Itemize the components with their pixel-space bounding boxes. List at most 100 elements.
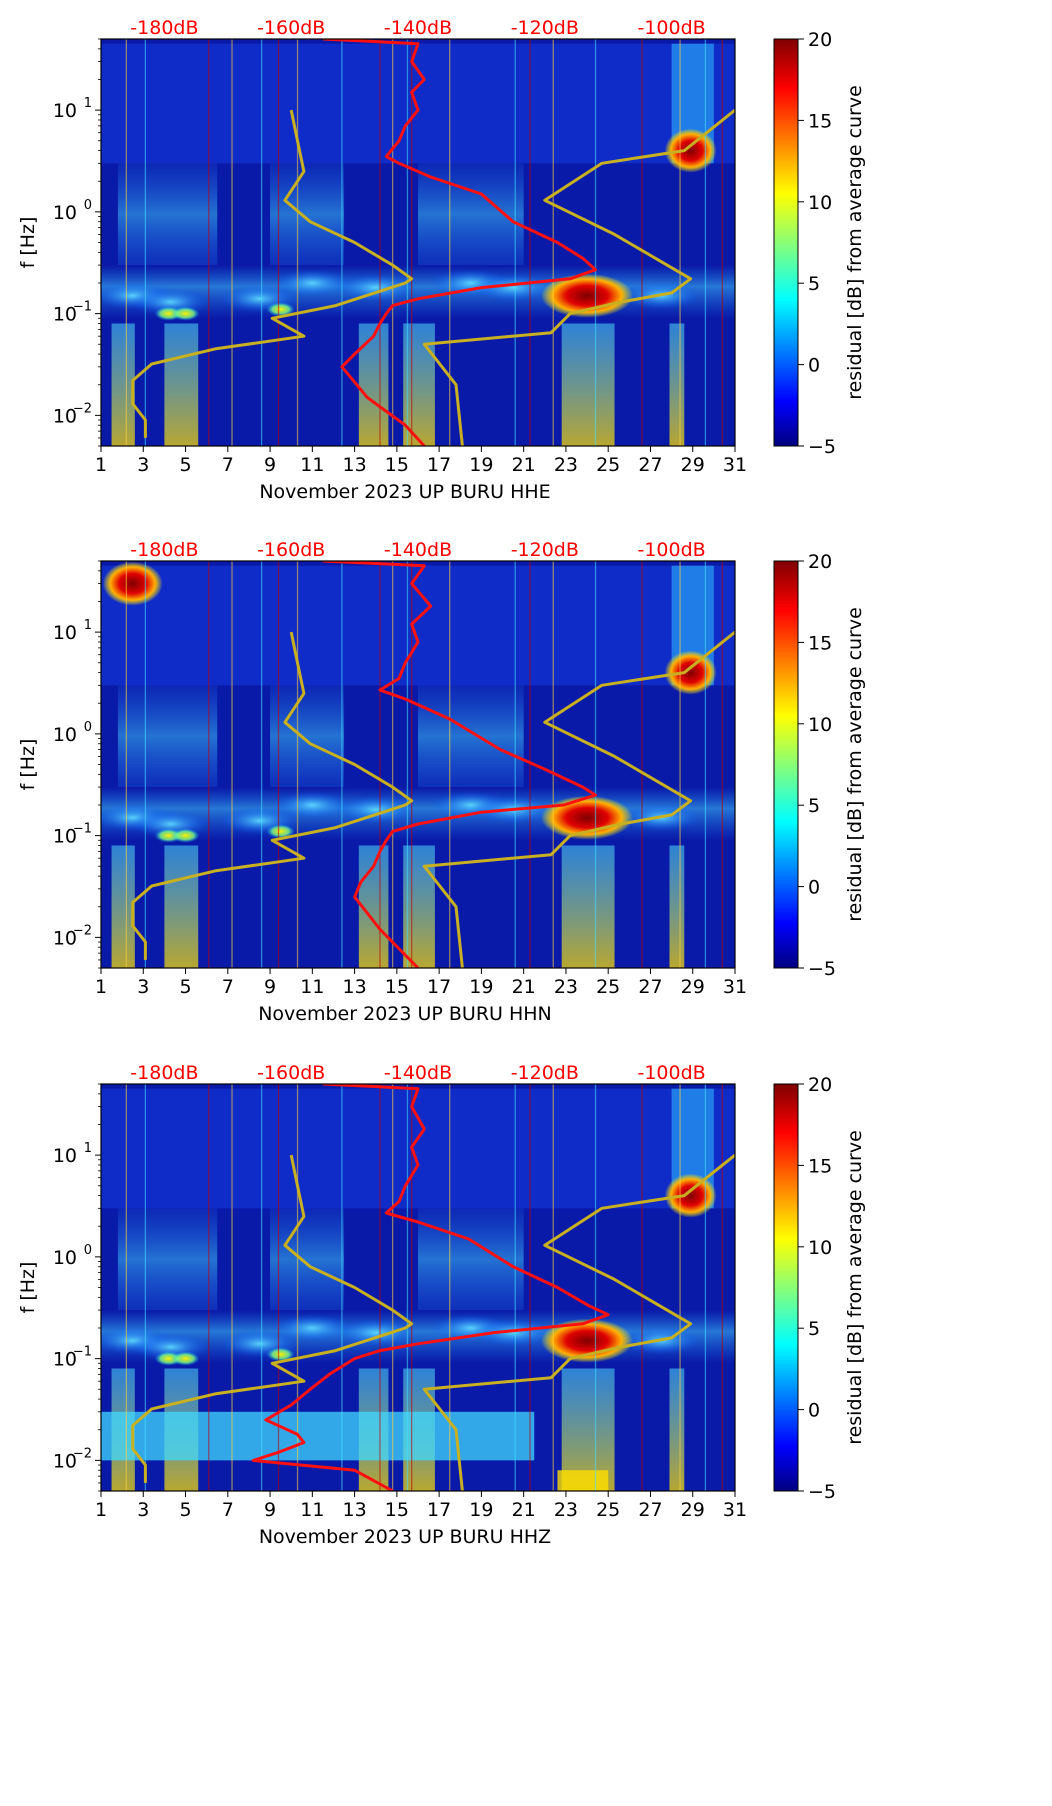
- colorbar-tick-label: 15: [808, 632, 832, 654]
- x-tick-label: 29: [681, 1499, 705, 1521]
- colorbar-label: residual [dB] from average curve: [844, 85, 866, 400]
- heatmap-band: [101, 565, 735, 686]
- colorbar-tick-label: 10: [808, 192, 832, 214]
- colorbar-tick-label: 15: [808, 1155, 832, 1177]
- y-tick-exponent: −1: [73, 822, 92, 837]
- db-scale-label: -140dB: [384, 539, 452, 561]
- heatmap-blob: [102, 561, 163, 606]
- x-tick-label: 7: [222, 976, 234, 998]
- x-tick-label: 31: [723, 1499, 747, 1521]
- y-tick-label: 10: [53, 405, 77, 427]
- y-tick-exponent: −1: [73, 300, 92, 315]
- heatmap-blob: [541, 273, 634, 318]
- y-tick-exponent: −2: [73, 401, 92, 416]
- heatmap-band: [418, 1208, 524, 1311]
- db-scale-label: -180dB: [130, 1062, 198, 1084]
- noise-model-curve: [131, 631, 414, 960]
- heatmap-band: [669, 323, 685, 446]
- noise-model-curve: [422, 1153, 735, 1491]
- x-tick-label: 23: [554, 976, 578, 998]
- y-tick-label: 10: [53, 1247, 77, 1269]
- heatmap-band: [164, 845, 199, 968]
- db-scale-label: -100dB: [637, 539, 705, 561]
- average-psd-curve: [322, 39, 597, 446]
- y-axis-label: f [Hz]: [17, 217, 39, 269]
- y-tick-label: 10: [53, 202, 77, 224]
- heatmap-blob: [335, 273, 416, 302]
- x-tick-label: 9: [264, 454, 276, 476]
- heatmap-blob: [266, 1347, 295, 1362]
- y-tick-exponent: 0: [84, 1243, 92, 1258]
- x-tick-label: 3: [137, 454, 149, 476]
- spectrogram-heatmap: [101, 561, 735, 968]
- colorbar: 20 15 10 5 0 −5 residual [dB] from average cur…: [773, 29, 866, 458]
- colorbar-tick-label: −5: [808, 958, 836, 980]
- colorbar-label: residual [dB] from average curve: [844, 607, 866, 922]
- x-tick-label: 1: [95, 454, 107, 476]
- x-tick-label: 31: [723, 454, 747, 476]
- spectrogram-heatmap: [101, 1084, 735, 1491]
- x-tick-label: 19: [469, 1499, 493, 1521]
- y-tick-exponent: 1: [84, 96, 92, 111]
- x-tick-label: 17: [427, 454, 451, 476]
- db-scale-label: -160dB: [257, 539, 325, 561]
- x-tick-label: 3: [137, 976, 149, 998]
- x-tick-label: 27: [638, 1499, 662, 1521]
- heatmap-blob: [664, 128, 717, 173]
- x-axis-label: November 2023 UP BURU HHN: [258, 1003, 552, 1025]
- x-tick-label: 3: [137, 1499, 149, 1521]
- noise-model-curve: [422, 630, 735, 968]
- heatmap-band: [557, 1470, 609, 1491]
- noise-model-curve: [422, 108, 735, 446]
- colorbar-tick-label: 0: [808, 355, 820, 377]
- x-tick-label: 13: [343, 454, 367, 476]
- heatmap-blob: [335, 1318, 416, 1347]
- heatmap-band: [101, 43, 735, 164]
- y-tick-label: 10: [53, 304, 77, 326]
- heatmap-band: [117, 1208, 218, 1311]
- x-tick-label: 27: [638, 976, 662, 998]
- x-tick-label: 23: [554, 1499, 578, 1521]
- db-scale-label: -120dB: [511, 17, 579, 39]
- heatmap-blob: [664, 1173, 717, 1218]
- x-tick-label: 19: [469, 976, 493, 998]
- x-tick-label: 17: [427, 1499, 451, 1521]
- x-tick-label: 5: [179, 1499, 191, 1521]
- colorbar-label: residual [dB] from average curve: [844, 1130, 866, 1445]
- heatmap-band: [418, 685, 524, 788]
- heatmap-blob: [272, 1313, 353, 1342]
- heatmap-blob: [266, 824, 295, 839]
- x-tick-label: 29: [681, 976, 705, 998]
- x-tick-label: 29: [681, 454, 705, 476]
- heatmap-band: [117, 163, 218, 266]
- heatmap-band: [101, 1088, 735, 1209]
- x-tick-label: 17: [427, 976, 451, 998]
- colorbar-tick-label: 20: [808, 1074, 832, 1096]
- x-tick-label: 31: [723, 976, 747, 998]
- x-tick-label: 7: [222, 1499, 234, 1521]
- colorbar-tick-label: 5: [808, 795, 820, 817]
- x-tick-label: 25: [596, 454, 620, 476]
- y-tick-exponent: −1: [73, 1345, 92, 1360]
- heatmap-band: [111, 845, 135, 968]
- x-tick-label: 15: [385, 454, 409, 476]
- db-scale-label: -140dB: [384, 1062, 452, 1084]
- average-psd-curve: [251, 1084, 610, 1491]
- x-tick-label: 27: [638, 454, 662, 476]
- y-tick-exponent: −2: [73, 923, 92, 938]
- spectrogram-heatmap: [101, 39, 735, 446]
- colorbar-tick-label: 20: [808, 551, 832, 573]
- heatmap-blob: [541, 795, 634, 840]
- db-scale-label: -120dB: [511, 539, 579, 561]
- heatmap-band: [669, 845, 685, 968]
- x-tick-label: 15: [385, 1499, 409, 1521]
- colorbar-tick-label: 0: [808, 877, 820, 899]
- heatmap-band: [270, 685, 345, 788]
- db-scale-label: -180dB: [130, 17, 198, 39]
- db-scale-label: -120dB: [511, 1062, 579, 1084]
- x-tick-label: 25: [596, 976, 620, 998]
- x-tick-label: 13: [343, 1499, 367, 1521]
- y-tick-exponent: −2: [73, 1446, 92, 1461]
- db-scale-label: -180dB: [130, 539, 198, 561]
